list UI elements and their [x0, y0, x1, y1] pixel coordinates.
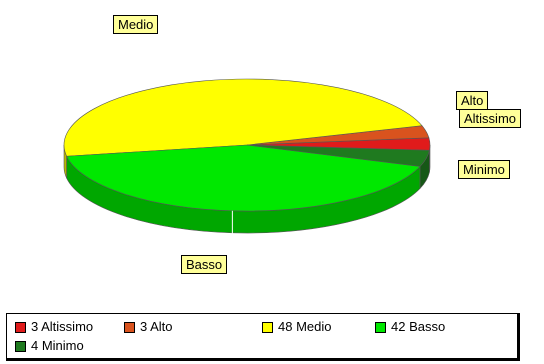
legend: 3 Altissimo 3 Alto 48 Medio 42 Basso 4 M… [6, 313, 520, 361]
legend-label-minimo: 4 Minimo [31, 338, 84, 353]
callout-medio: Medio [113, 15, 159, 34]
legend-item-altissimo: 3 Altissimo [15, 319, 93, 335]
legend-label-medio: 48 Medio [278, 319, 332, 334]
callout-minimo: Minimo [458, 160, 510, 179]
legend-item-minimo: 4 Minimo [15, 338, 84, 354]
legend-label-basso: 42 Basso [391, 319, 446, 334]
pie-slice-basso [66, 144, 421, 212]
legend-item-medio: 48 Medio [262, 319, 331, 335]
legend-swatch-altissimo [15, 321, 26, 333]
legend-label-alto: 3 Alto [140, 319, 173, 334]
legend-swatch-basso [375, 321, 386, 333]
legend-swatch-minimo [15, 340, 26, 352]
legend-label-altissimo: 3 Altissimo [31, 319, 94, 334]
pie-slice-minimo [246, 144, 430, 167]
legend-swatch-alto [124, 321, 135, 333]
legend-swatch-medio [262, 321, 273, 333]
legend-item-basso: 42 Basso [375, 319, 445, 335]
callout-basso: Basso [181, 255, 228, 274]
legend-item-alto: 3 Alto [124, 319, 173, 335]
pie-slice-medio [63, 78, 423, 157]
callout-altissimo: Altissimo [459, 109, 522, 128]
pie-top [63, 78, 431, 212]
callout-alto: Alto [456, 91, 489, 110]
